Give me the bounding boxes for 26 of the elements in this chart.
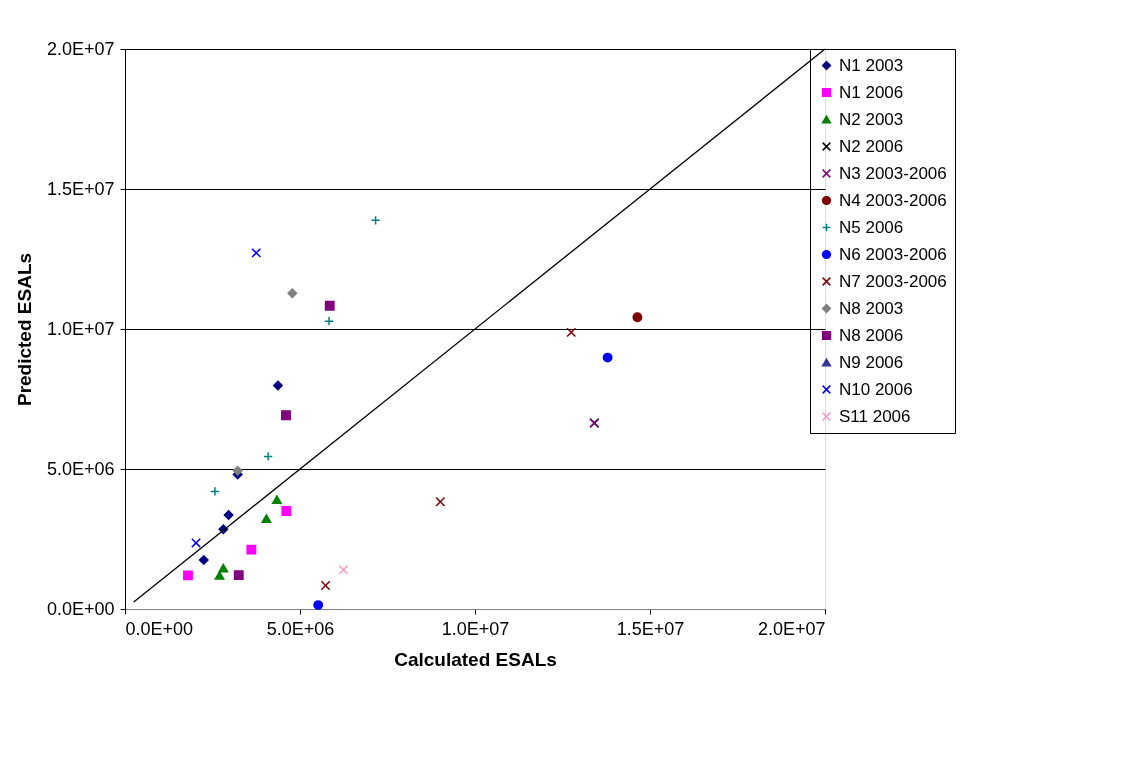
y-tick-label: 5.0E+06 — [46, 458, 115, 479]
legend-label: S11 2006 — [839, 406, 911, 426]
legend-label: N7 2003-2006 — [839, 271, 947, 291]
x-tick-label: 1.0E+07 — [441, 618, 510, 639]
y-tick-label: 2.0E+07 — [46, 38, 115, 59]
y-tick-label: 1.5E+07 — [46, 178, 115, 199]
legend-label: N5 2006 — [839, 217, 904, 237]
x-tick-label: 2.0E+07 — [757, 618, 826, 639]
legend-label: N6 2003-2006 — [839, 244, 947, 264]
legend-label: N2 2006 — [839, 136, 904, 156]
legend-label: N1 2003 — [839, 55, 904, 75]
legend-label: N8 2003 — [839, 298, 904, 318]
x-tick-label: 1.5E+07 — [616, 618, 685, 639]
legend-label: N9 2006 — [839, 352, 904, 372]
legend-label: N8 2006 — [839, 325, 904, 345]
y-axis-title: Predicted ESALs — [13, 252, 35, 407]
legend-label: N4 2003-2006 — [839, 190, 947, 210]
y-tick-label: 0.0E+00 — [46, 598, 115, 619]
x-tick-label: 0.0E+00 — [125, 618, 194, 639]
x-axis-title: Calculated ESALs — [394, 648, 557, 670]
legend-label: N3 2003-2006 — [839, 163, 947, 183]
y-tick-label: 1.0E+07 — [46, 318, 115, 339]
legend-label: N2 2003 — [839, 109, 904, 129]
x-tick-label: 5.0E+06 — [266, 618, 335, 639]
legend-label: N1 2006 — [839, 82, 904, 102]
legend-label: N10 2006 — [839, 379, 913, 399]
